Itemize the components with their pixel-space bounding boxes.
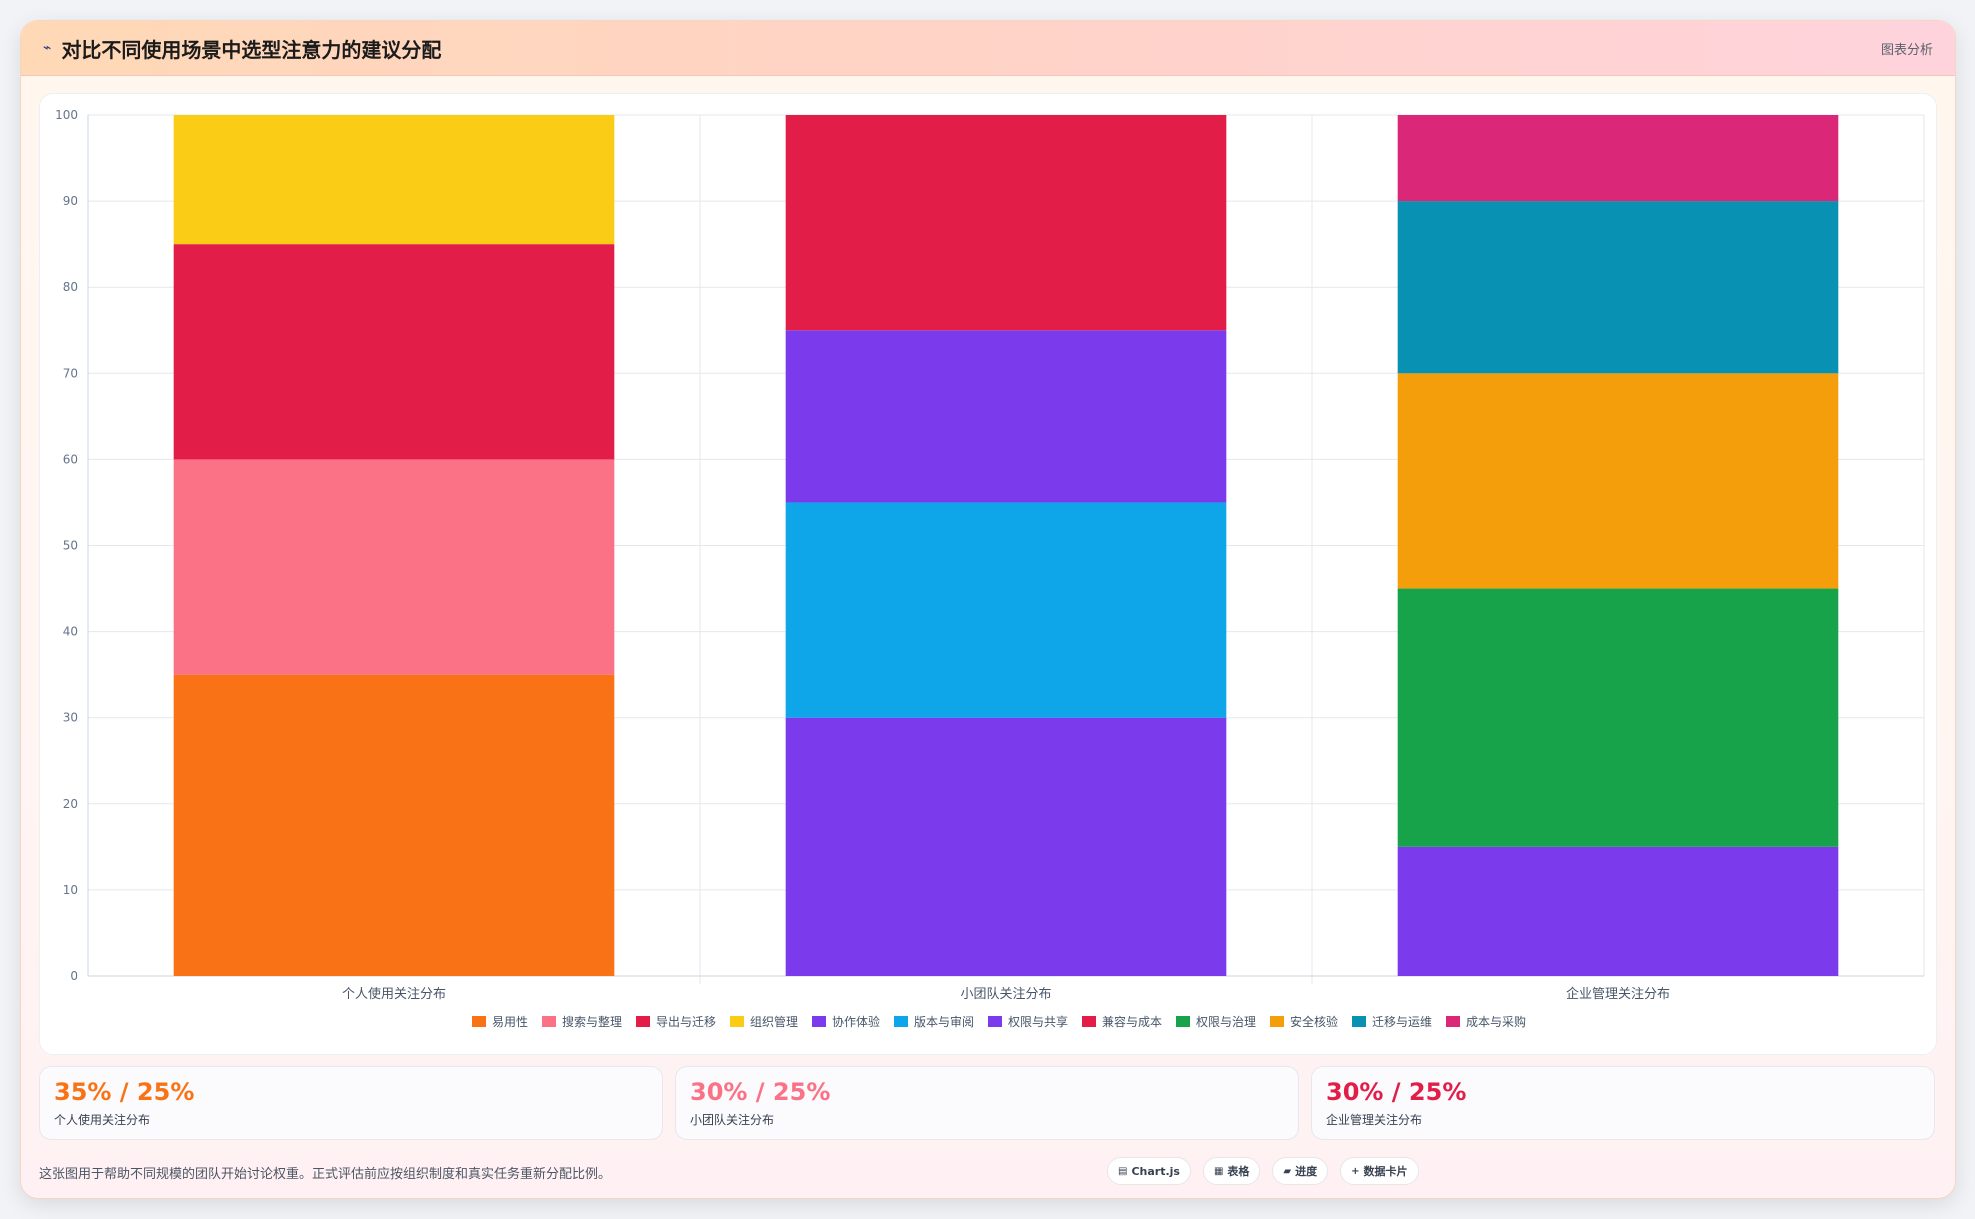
bar-segment <box>173 115 615 245</box>
legend-swatch <box>471 1016 486 1027</box>
stat-card-small-team: 30% / 25% 小团队关注分布 <box>675 1066 1299 1140</box>
y-tick-label: 100 <box>55 108 78 122</box>
card-header: ⌁ 对比不同使用场景中选型注意力的建议分配 图表分析 <box>21 21 1955 76</box>
stat-card-personal: 35% / 25% 个人使用关注分布 <box>39 1066 663 1140</box>
legend-label: 组织管理 <box>750 1014 798 1029</box>
legend-swatch <box>1352 1016 1367 1027</box>
progress-icon: ▰ <box>1283 1165 1292 1177</box>
bar-segment <box>1397 115 1839 202</box>
y-tick-label: 60 <box>63 452 78 466</box>
legend-label: 版本与审阅 <box>914 1014 974 1029</box>
chart-icon: ▤ <box>1118 1165 1128 1177</box>
legend-swatch <box>729 1016 744 1027</box>
chart-card: ⌁ 对比不同使用场景中选型注意力的建议分配 图表分析 0 10 20 30 40 50 60… <box>20 20 1956 1199</box>
legend-swatch <box>1270 1016 1285 1027</box>
stacked-bar-chart: 0 10 20 30 40 50 60 70 80 90 100 个人使用关注分布 小团队关注分布 企业管… <box>55 108 1925 1029</box>
legend-label: 权限与治理 <box>1196 1015 1256 1029</box>
legend-swatch <box>811 1016 826 1027</box>
legend-label: 协作体验 <box>832 1014 880 1029</box>
y-tick-label: 20 <box>63 797 78 811</box>
legend-swatch <box>987 1016 1002 1027</box>
bar-segment <box>785 330 1227 503</box>
chip-label: Chart.js <box>1131 1164 1180 1178</box>
legend-label: 搜索与整理 <box>562 1014 622 1029</box>
legend-label: 安全核验 <box>1290 1014 1338 1029</box>
page-title: 对比不同使用场景中选型注意力的建议分配 <box>61 37 442 62</box>
stat-value: 30% / 25% <box>1326 1078 1467 1106</box>
chip-label: 进度 <box>1295 1165 1318 1178</box>
bar-segment <box>1397 373 1839 589</box>
x-tick-label: 个人使用关注分布 <box>342 986 446 1002</box>
bar-segment <box>173 459 615 675</box>
legend-swatch <box>1446 1016 1461 1027</box>
legend-label: 迁移与运维 <box>1372 1015 1432 1029</box>
legend-swatch <box>893 1016 908 1027</box>
chip-chartjs[interactable]: ▤ Chart.js <box>1107 1157 1191 1185</box>
y-tick-label: 30 <box>63 711 78 725</box>
bar-segment <box>1397 201 1839 374</box>
card-icon: + <box>1351 1165 1360 1177</box>
chip-group: ▤ Chart.js ▦ 表格 ▰ 进度 + 数据卡片 <box>1107 1157 1419 1185</box>
y-tick-label: 80 <box>63 280 78 294</box>
y-tick-label: 10 <box>63 883 78 897</box>
chip-label: 表格 <box>1227 1165 1250 1178</box>
bar-segment <box>1397 846 1839 976</box>
chip-progress[interactable]: ▰ 进度 <box>1272 1157 1329 1185</box>
y-tick-label: 90 <box>63 194 78 208</box>
chip-data-card[interactable]: + 数据卡片 <box>1340 1157 1419 1185</box>
stat-value: 30% / 25% <box>690 1078 831 1106</box>
x-tick-label: 小团队关注分布 <box>960 987 1051 1002</box>
legend-swatch <box>541 1016 556 1027</box>
bar-segment <box>785 502 1227 718</box>
bar-segment <box>785 115 1227 331</box>
footer: 这张图用于帮助不同规模的团队开始讨论权重。正式评估前应按组织制度和真实任务重新分… <box>39 1151 1935 1191</box>
stat-cards: 35% / 25% 个人使用关注分布 30% / 25% 小团队关注分布 30%… <box>39 1066 1935 1140</box>
legend-label: 权限与共享 <box>1008 1014 1068 1029</box>
y-tick-label: 50 <box>63 539 78 553</box>
stat-value: 35% / 25% <box>54 1078 195 1106</box>
legend-swatch <box>1082 1016 1097 1027</box>
bar-segment <box>785 717 1227 976</box>
y-tick-label: 40 <box>63 625 78 639</box>
chip-table[interactable]: ▦ 表格 <box>1202 1157 1261 1185</box>
legend-label: 兼容与成本 <box>1102 1014 1162 1029</box>
legend-label: 易用性 <box>492 1015 528 1029</box>
chart-analysis-link[interactable]: 图表分析 <box>1880 42 1933 58</box>
bar-segment <box>173 674 615 976</box>
stat-label: 个人使用关注分布 <box>54 1113 151 1127</box>
sparkle-icon: ⌁ <box>43 40 52 56</box>
title-wrap: ⌁ 对比不同使用场景中选型注意力的建议分配 <box>43 34 441 63</box>
footer-note: 这张图用于帮助不同规模的团队开始讨论权重。正式评估前应按组织制度和真实任务重新分… <box>39 1167 612 1182</box>
legend-swatch <box>635 1016 650 1027</box>
legend-label: 成本与采购 <box>1466 1014 1526 1029</box>
legend-label: 导出与迁移 <box>656 1015 716 1029</box>
legend-swatch <box>1176 1016 1191 1027</box>
chip-label: 数据卡片 <box>1363 1165 1408 1178</box>
stat-label: 企业管理关注分布 <box>1326 1113 1423 1127</box>
stat-label: 小团队关注分布 <box>690 1113 775 1127</box>
x-tick-label: 企业管理关注分布 <box>1566 986 1670 1002</box>
chart-panel: 0 10 20 30 40 50 60 70 80 90 100 个人使用关注分布 小团队关注分布 企业管… <box>39 93 1937 1055</box>
bar-segment <box>173 244 615 460</box>
y-tick-label: 70 <box>63 366 78 380</box>
bar-segment <box>1397 588 1839 847</box>
stat-card-enterprise: 30% / 25% 企业管理关注分布 <box>1311 1066 1935 1140</box>
y-tick-label: 0 <box>70 969 78 983</box>
table-icon: ▦ <box>1213 1165 1224 1177</box>
